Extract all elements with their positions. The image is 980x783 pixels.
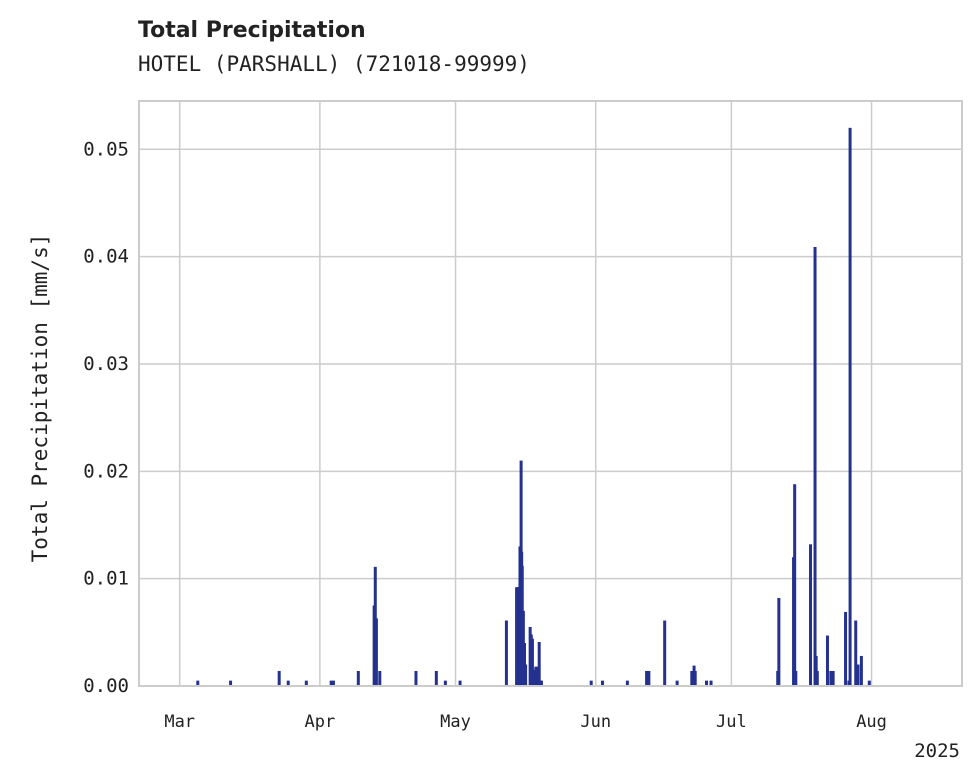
x-tick-label: Jun: [580, 712, 611, 732]
precipitation-bar: [815, 670, 819, 686]
precipitation-bar: [304, 680, 308, 686]
precipitation-bar: [793, 484, 797, 686]
precipitation-bar: [647, 670, 651, 686]
y-tick-label: 0.05: [83, 138, 129, 160]
precipitation-bars: [196, 127, 871, 687]
precipitation-bar: [709, 680, 713, 686]
y-tick-label: 0.03: [83, 353, 129, 375]
precipitation-bar: [277, 670, 281, 686]
precipitation-bar: [601, 680, 605, 686]
chart-subtitle: HOTEL (PARSHALL) (721018-99999): [138, 52, 530, 76]
x-tick-label: May: [440, 712, 471, 732]
precipitation-bar: [537, 641, 541, 686]
precipitation-bar: [374, 618, 378, 686]
precipitation-bar: [705, 680, 709, 686]
precipitation-bar: [829, 670, 833, 686]
precipitation-bar: [809, 544, 813, 686]
precipitation-bar: [286, 680, 290, 686]
precipitation-bar: [690, 670, 694, 686]
precipitation-bar: [693, 670, 697, 686]
precipitation-bar: [589, 680, 593, 686]
precipitation-bar: [532, 669, 536, 686]
precipitation-bar: [524, 664, 528, 686]
precipitation-bar: [848, 127, 852, 687]
precipitation-bar: [675, 680, 679, 686]
precipitation-bar: [844, 611, 848, 686]
precipitation-bar: [825, 635, 829, 686]
y-axis-label: Total Precipitation [mm/s]: [28, 234, 52, 563]
precipitation-bar: [813, 246, 817, 687]
precipitation-bar: [329, 680, 333, 686]
precipitation-bar: [434, 670, 438, 686]
precipitation-bar: [414, 670, 418, 686]
y-tick-label: 0.00: [83, 675, 129, 697]
precipitation-bar: [356, 670, 360, 686]
precipitation-bar: [378, 670, 382, 686]
y-tick-label: 0.04: [83, 246, 129, 268]
precipitation-bar: [663, 620, 667, 686]
plot-frame: [138, 100, 963, 687]
precipitation-bar: [539, 680, 543, 686]
precipitation-bar: [777, 597, 781, 686]
y-tick-label: 0.01: [83, 568, 129, 590]
chart-title: Total Precipitation: [138, 18, 366, 43]
precipitation-bar: [443, 680, 447, 686]
precipitation-bar: [854, 620, 858, 686]
precipitation-bar: [196, 680, 200, 686]
precipitation-bar: [458, 680, 462, 686]
precipitation-bar: [530, 638, 534, 686]
precipitation-bar: [625, 680, 629, 686]
x-tick-label: Mar: [164, 712, 195, 732]
precipitation-bar: [794, 670, 798, 686]
grid-lines: [139, 101, 962, 686]
precipitation-bar: [331, 680, 335, 686]
x-tick-label: Jul: [716, 712, 747, 732]
x-axis-year-label: 2025: [914, 740, 960, 762]
precipitation-bar: [867, 680, 871, 686]
precipitation-bar: [831, 670, 835, 686]
precipitation-bar: [645, 670, 649, 686]
x-tick-label: Apr: [305, 712, 336, 732]
precipitation-bar: [534, 666, 538, 686]
precipitation-bar: [859, 655, 863, 686]
x-tick-label: Aug: [856, 712, 887, 732]
precipitation-bar: [229, 680, 233, 686]
precipitation-bar: [856, 664, 860, 686]
y-tick-label: 0.02: [83, 460, 129, 482]
x-tick-labels: Mar Apr May Jun Jul Aug: [164, 712, 887, 732]
y-tick-labels: 0.00 0.01 0.02 0.03 0.04 0.05: [83, 138, 129, 697]
precipitation-bar: [504, 620, 508, 686]
